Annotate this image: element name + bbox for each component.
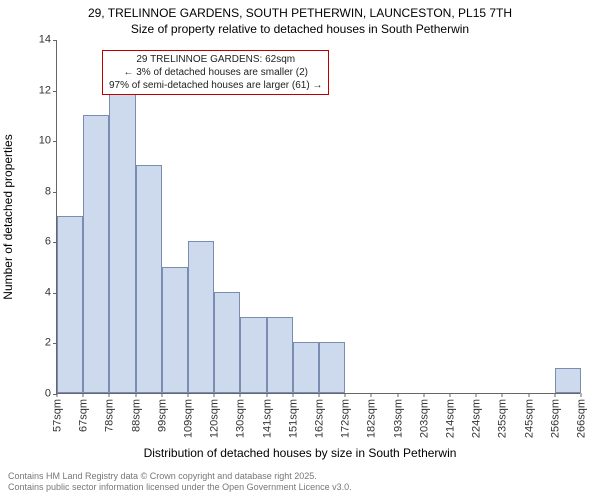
x-tick-label: 109sqm bbox=[183, 399, 195, 438]
x-tick-label: 120sqm bbox=[209, 399, 221, 438]
x-tick-label: 203sqm bbox=[418, 399, 430, 438]
x-tick-mark bbox=[397, 393, 398, 397]
histogram-bar bbox=[162, 267, 188, 393]
x-tick-label: 78sqm bbox=[104, 399, 116, 432]
x-tick-label: 172sqm bbox=[340, 399, 352, 438]
y-tick-label: 10 bbox=[39, 136, 51, 147]
x-tick-label: 224sqm bbox=[471, 399, 483, 438]
histogram-bar bbox=[57, 216, 83, 393]
x-tick-label: 182sqm bbox=[366, 399, 378, 438]
x-tick-mark bbox=[554, 393, 555, 397]
histogram-bar bbox=[267, 317, 293, 393]
y-tick-label: 14 bbox=[39, 35, 51, 46]
y-tick-label: 0 bbox=[45, 389, 51, 400]
histogram-bar bbox=[293, 342, 319, 393]
x-tick-mark bbox=[161, 393, 162, 397]
x-tick-label: 235sqm bbox=[497, 399, 509, 438]
histogram-bar bbox=[555, 368, 581, 393]
x-tick-mark bbox=[450, 393, 451, 397]
chart-title-sub: Size of property relative to detached ho… bbox=[0, 22, 600, 36]
x-tick-mark bbox=[188, 393, 189, 397]
histogram-bar bbox=[109, 90, 135, 393]
x-tick-mark bbox=[57, 393, 58, 397]
x-tick-label: 88sqm bbox=[130, 399, 142, 432]
y-tick-mark bbox=[53, 141, 57, 142]
histogram-bar bbox=[319, 342, 345, 393]
x-tick-mark bbox=[240, 393, 241, 397]
y-tick-mark bbox=[53, 91, 57, 92]
y-tick-label: 8 bbox=[45, 186, 51, 197]
x-tick-mark bbox=[266, 393, 267, 397]
x-tick-label: 151sqm bbox=[287, 399, 299, 438]
x-tick-label: 162sqm bbox=[314, 399, 326, 438]
annotation-line3: 97% of semi-detached houses are larger (… bbox=[109, 79, 322, 92]
histogram-bar bbox=[136, 165, 162, 393]
x-tick-label: 57sqm bbox=[52, 399, 64, 432]
x-tick-mark bbox=[476, 393, 477, 397]
x-tick-mark bbox=[345, 393, 346, 397]
footer-line1: Contains HM Land Registry data © Crown c… bbox=[8, 471, 352, 483]
histogram-bar bbox=[214, 292, 240, 393]
x-tick-mark bbox=[371, 393, 372, 397]
annotation-line1: 29 TRELINNOE GARDENS: 62sqm bbox=[109, 53, 322, 66]
annotation-line2: ← 3% of detached houses are smaller (2) bbox=[109, 66, 322, 79]
x-tick-mark bbox=[502, 393, 503, 397]
x-tick-label: 214sqm bbox=[445, 399, 457, 438]
histogram-bar bbox=[240, 317, 266, 393]
histogram-bar bbox=[83, 115, 109, 393]
y-tick-label: 12 bbox=[39, 85, 51, 96]
x-tick-label: 99sqm bbox=[156, 399, 168, 432]
footer-line2: Contains public sector information licen… bbox=[8, 482, 352, 494]
x-tick-mark bbox=[292, 393, 293, 397]
x-tick-label: 266sqm bbox=[576, 399, 588, 438]
x-tick-mark bbox=[109, 393, 110, 397]
x-tick-label: 193sqm bbox=[392, 399, 404, 438]
x-tick-mark bbox=[135, 393, 136, 397]
x-axis-label: Distribution of detached houses by size … bbox=[0, 446, 600, 460]
x-tick-mark bbox=[214, 393, 215, 397]
x-tick-label: 67sqm bbox=[78, 399, 90, 432]
x-tick-label: 130sqm bbox=[235, 399, 247, 438]
annotation-box: 29 TRELINNOE GARDENS: 62sqm ← 3% of deta… bbox=[102, 50, 329, 95]
footer-attribution: Contains HM Land Registry data © Crown c… bbox=[8, 471, 352, 494]
x-tick-mark bbox=[581, 393, 582, 397]
y-tick-label: 4 bbox=[45, 287, 51, 298]
x-tick-mark bbox=[423, 393, 424, 397]
x-tick-label: 141sqm bbox=[261, 399, 273, 438]
x-tick-label: 245sqm bbox=[523, 399, 535, 438]
y-tick-label: 2 bbox=[45, 338, 51, 349]
x-tick-mark bbox=[528, 393, 529, 397]
x-tick-label: 256sqm bbox=[549, 399, 561, 438]
y-tick-label: 6 bbox=[45, 237, 51, 248]
histogram-bar bbox=[188, 241, 214, 393]
y-tick-mark bbox=[53, 40, 57, 41]
chart-title-main: 29, TRELINNOE GARDENS, SOUTH PETHERWIN, … bbox=[0, 6, 600, 20]
y-tick-mark bbox=[53, 192, 57, 193]
x-tick-mark bbox=[319, 393, 320, 397]
y-axis-label: Number of detached properties bbox=[1, 134, 15, 299]
x-tick-mark bbox=[83, 393, 84, 397]
